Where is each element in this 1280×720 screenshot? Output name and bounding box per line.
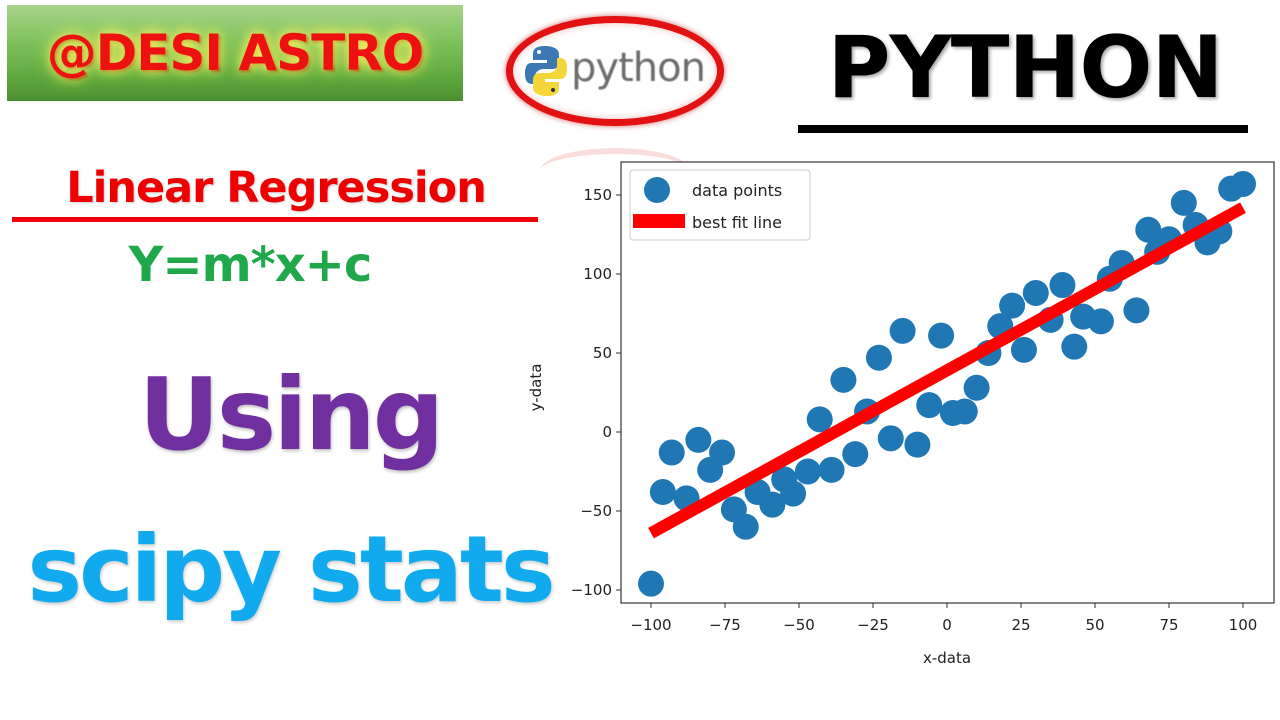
data-point xyxy=(999,292,1026,319)
python-snake-icon xyxy=(525,46,568,96)
x-tick-label: 0 xyxy=(942,616,952,634)
data-point xyxy=(916,392,943,419)
data-point xyxy=(794,458,821,485)
data-point xyxy=(1135,216,1162,243)
y-tick-label: 150 xyxy=(583,186,612,204)
y-tick-label: 100 xyxy=(583,265,612,283)
equation: Y=m*x+c xyxy=(128,237,373,293)
using-label: Using xyxy=(138,356,445,473)
python-logo-text: python xyxy=(571,45,706,91)
data-point xyxy=(963,374,990,401)
data-point xyxy=(759,491,786,518)
data-point xyxy=(1061,333,1088,360)
best-fit-line xyxy=(648,202,1246,539)
y-tick-label: 0 xyxy=(602,423,612,441)
data-point xyxy=(904,431,931,458)
topic-title: Linear Regression xyxy=(66,163,487,213)
data-point xyxy=(638,570,664,597)
data-point xyxy=(877,425,904,452)
data-point xyxy=(830,366,857,393)
data-point xyxy=(732,513,759,540)
data-point xyxy=(1087,308,1114,335)
library-label: scipy stats xyxy=(27,516,555,623)
data-point xyxy=(806,406,833,433)
x-tick-label: 50 xyxy=(1085,616,1104,634)
data-point xyxy=(818,456,845,483)
legend-marker-line xyxy=(633,214,685,228)
y-axis-label: y-data xyxy=(527,364,545,412)
legend-label-line: best fit line xyxy=(692,213,782,232)
data-point xyxy=(658,439,685,466)
data-point xyxy=(1230,170,1256,197)
data-point xyxy=(928,322,955,349)
topic-underline xyxy=(12,217,538,222)
x-tick-label: −75 xyxy=(709,616,741,634)
brand-label: @DESI ASTRO xyxy=(46,24,424,82)
y-tick-label: −50 xyxy=(580,502,612,520)
data-point xyxy=(865,344,892,371)
x-axis-label: x-data xyxy=(923,649,971,667)
x-tick-label: 100 xyxy=(1229,616,1258,634)
y-tick-label: 50 xyxy=(593,344,612,362)
data-point xyxy=(889,317,916,344)
legend-label-points: data points xyxy=(692,181,782,200)
x-tick-label: −25 xyxy=(857,616,889,634)
x-tick-label: 75 xyxy=(1159,616,1178,634)
data-point xyxy=(709,439,736,466)
data-point xyxy=(780,480,807,507)
data-point xyxy=(1170,189,1197,216)
data-point xyxy=(951,398,978,425)
data-point xyxy=(1010,336,1037,363)
data-point xyxy=(1049,272,1076,299)
data-point xyxy=(1022,279,1049,306)
x-tick-label: 25 xyxy=(1011,616,1030,634)
legend-marker-points xyxy=(644,177,670,203)
data-point xyxy=(1123,297,1150,324)
x-tick-label: −100 xyxy=(630,616,671,634)
data-point xyxy=(842,441,869,468)
data-point xyxy=(685,426,712,453)
title-underline xyxy=(798,125,1248,133)
brand-banner: @DESI ASTRO xyxy=(7,5,463,101)
logo-reflection xyxy=(540,148,690,194)
y-tick-label: −100 xyxy=(571,581,612,599)
page-title: PYTHON xyxy=(827,18,1223,118)
data-point xyxy=(649,479,676,506)
python-logo: python xyxy=(506,16,724,126)
x-tick-label: −50 xyxy=(783,616,815,634)
